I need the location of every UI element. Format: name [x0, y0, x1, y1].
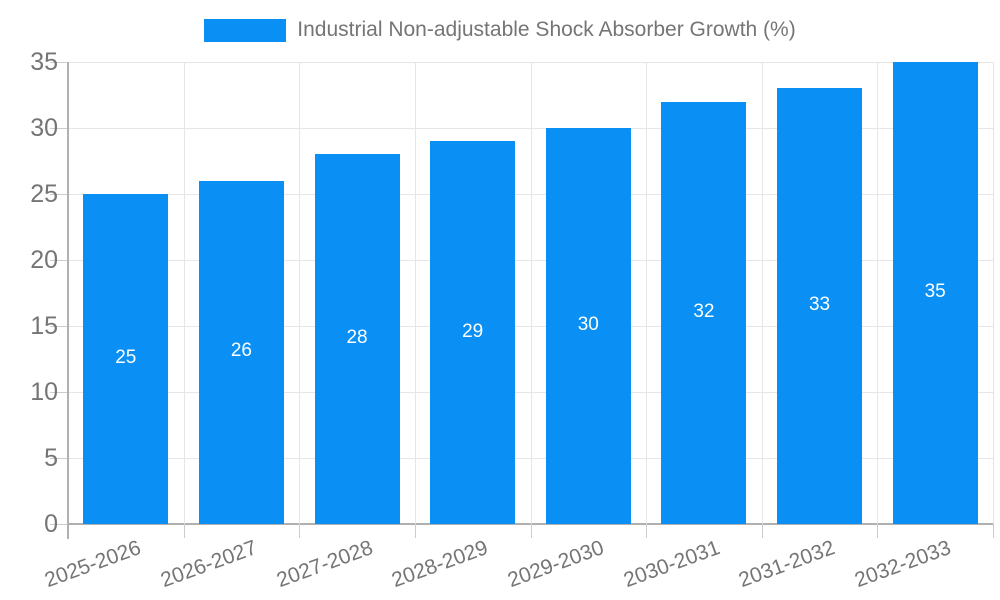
y-tick	[50, 194, 68, 195]
x-axis-label: 2025-2026	[42, 536, 145, 593]
y-tick	[50, 260, 68, 261]
x-axis-label: 2029-2030	[504, 536, 607, 593]
x-tick	[414, 524, 416, 538]
y-tick	[50, 326, 68, 327]
y-axis-line	[67, 62, 69, 539]
x-tick	[993, 524, 994, 538]
x-tick	[530, 524, 532, 538]
y-axis-label: 25	[30, 180, 58, 208]
y-axis-label: 30	[30, 114, 58, 142]
v-gridline	[183, 62, 185, 524]
y-axis-label: 20	[30, 246, 58, 274]
v-gridline	[299, 62, 301, 524]
x-tick	[646, 524, 648, 538]
bar-value-label: 28	[346, 327, 368, 349]
y-axis-label: 5	[44, 444, 58, 472]
bar[interactable]	[545, 128, 631, 524]
x-axis-label: 2031-2032	[735, 536, 839, 593]
y-axis-label: 15	[30, 312, 58, 340]
x-axis-label: 2030-2031	[620, 536, 723, 593]
bar-value-label: 33	[808, 294, 831, 316]
bar-value-label: 30	[577, 314, 599, 335]
y-tick	[50, 458, 68, 459]
v-gridline	[414, 62, 416, 524]
x-axis-label: 2028-2029	[388, 536, 492, 593]
x-tick	[183, 524, 185, 538]
y-axis-label: 10	[30, 378, 58, 406]
x-tick	[299, 524, 301, 538]
x-tick	[877, 524, 879, 538]
v-gridline	[530, 62, 532, 524]
legend-label: Industrial Non-adjustable Shock Absorber…	[297, 18, 796, 41]
v-gridline	[993, 62, 994, 524]
bar[interactable]	[892, 62, 978, 524]
bar[interactable]	[198, 180, 284, 524]
bar[interactable]	[314, 154, 400, 524]
y-axis-label: 35	[30, 48, 58, 76]
bar-value-label: 32	[693, 300, 715, 322]
bar[interactable]	[430, 141, 516, 524]
y-tick	[50, 524, 68, 525]
bar[interactable]	[83, 194, 169, 524]
legend-swatch	[204, 18, 287, 42]
bar-value-label: 25	[115, 347, 137, 368]
chart-legend: Industrial Non-adjustable Shock Absorber…	[0, 18, 1000, 42]
v-gridline	[877, 62, 879, 524]
bar[interactable]	[661, 101, 747, 524]
bar-value-label: 35	[924, 281, 946, 302]
v-gridline	[761, 62, 763, 524]
v-gridline	[646, 62, 648, 524]
y-tick	[50, 392, 68, 393]
bar-value-label: 29	[462, 320, 484, 342]
x-axis-label: 2032-2033	[851, 536, 954, 593]
x-axis-label: 2027-2028	[273, 536, 376, 593]
x-axis-label: 2026-2027	[157, 536, 260, 593]
y-tick	[50, 62, 68, 63]
x-tick	[761, 524, 763, 538]
bar[interactable]	[777, 88, 863, 524]
y-tick	[50, 128, 68, 129]
y-axis-label: 0	[44, 510, 58, 538]
bar-value-label: 26	[230, 340, 252, 362]
